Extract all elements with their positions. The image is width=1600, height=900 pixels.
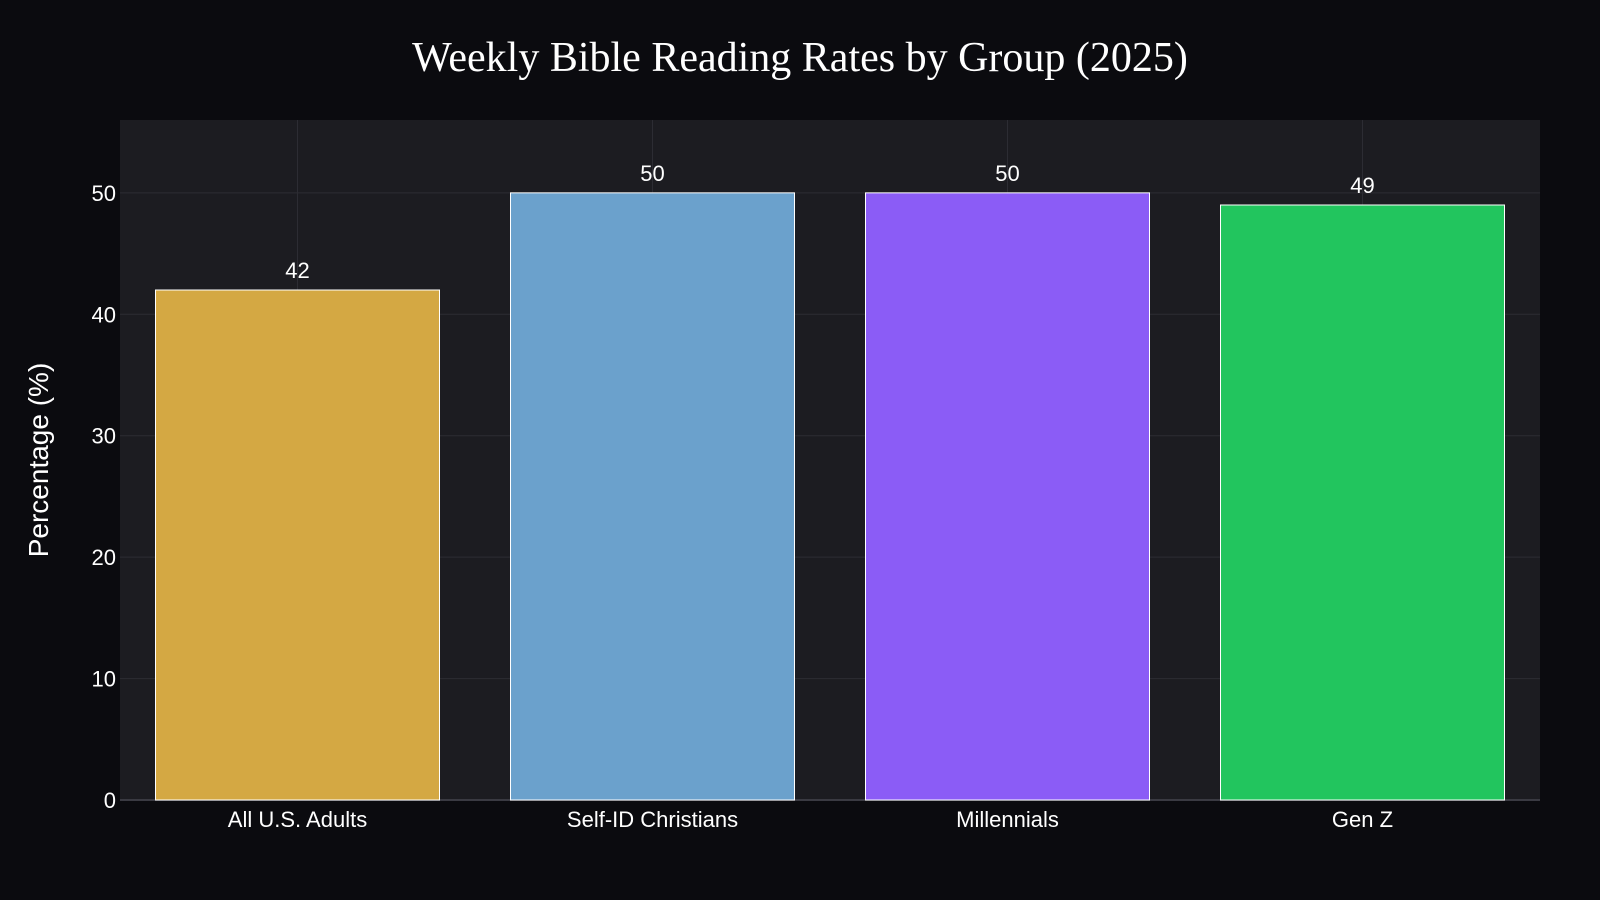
data-labels: 42 50 50 49 <box>285 161 1374 283</box>
data-label: 42 <box>285 258 309 283</box>
data-label: 50 <box>995 161 1019 186</box>
x-tick-label: Gen Z <box>1332 807 1393 832</box>
y-axis-ticks: 0 10 20 30 40 50 <box>92 181 116 813</box>
x-tick-label: Self-ID Christians <box>567 807 738 832</box>
x-tick-label: Millennials <box>956 807 1059 832</box>
y-tick-label: 40 <box>92 302 116 327</box>
bar[interactable] <box>1220 204 1505 801</box>
y-tick-label: 0 <box>104 788 116 813</box>
chart-title: Weekly Bible Reading Rates by Group (202… <box>412 35 1188 81</box>
bar[interactable] <box>510 192 795 801</box>
y-tick-label: 30 <box>92 424 116 449</box>
data-label: 50 <box>640 161 664 186</box>
bars <box>155 192 1505 801</box>
y-tick-label: 20 <box>92 545 116 570</box>
x-axis-ticks: All U.S. Adults Self-ID Christians Millenn… <box>228 807 1393 832</box>
bar[interactable] <box>155 289 440 801</box>
x-tick-label: All U.S. Adults <box>228 807 367 832</box>
bar[interactable] <box>865 192 1150 801</box>
y-axis-title: Percentage (%) <box>23 363 54 558</box>
y-tick-label: 50 <box>92 181 116 206</box>
data-label: 49 <box>1350 173 1374 198</box>
y-tick-label: 10 <box>92 667 116 692</box>
